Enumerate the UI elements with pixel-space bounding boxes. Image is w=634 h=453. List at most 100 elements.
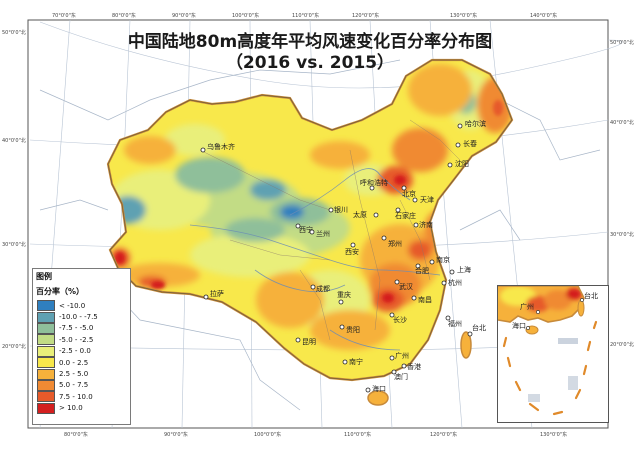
city-taipei: 台北 bbox=[467, 323, 486, 337]
city-hongkong: 香港 bbox=[401, 362, 421, 371]
neighbor-borders bbox=[39, 59, 601, 411]
map-title-line2: （2016 vs. 2015） bbox=[225, 53, 395, 73]
svg-text:济南: 济南 bbox=[419, 220, 433, 229]
city-lhasa: 拉萨 bbox=[203, 289, 224, 300]
svg-text:西宁: 西宁 bbox=[299, 225, 313, 234]
svg-text:120°0'0"东: 120°0'0"东 bbox=[352, 12, 379, 19]
svg-text:110°0'0"东: 110°0'0"东 bbox=[344, 431, 371, 438]
svg-text:拉萨: 拉萨 bbox=[210, 289, 224, 298]
city-lanzhou: 兰州 bbox=[309, 229, 330, 238]
legend-swatch bbox=[37, 345, 55, 357]
legend-swatch bbox=[37, 357, 55, 369]
inset-label-taipei: 台北 bbox=[584, 291, 598, 300]
legend-item: < -10.0 bbox=[37, 300, 130, 312]
legend-item: 0.0 - 2.5 bbox=[37, 357, 130, 369]
legend-swatch bbox=[37, 391, 55, 403]
svg-text:石家庄: 石家庄 bbox=[395, 211, 416, 220]
svg-text:台北: 台北 bbox=[472, 323, 486, 332]
svg-text:上海: 上海 bbox=[457, 265, 471, 274]
svg-text:长春: 长春 bbox=[463, 139, 477, 148]
inset-label-haikou: 海口 bbox=[512, 321, 526, 330]
city-beijing: 北京 bbox=[401, 185, 416, 198]
legend-item: -7.5 - -5.0 bbox=[37, 322, 130, 334]
city-guiyang: 贵阳 bbox=[339, 324, 360, 334]
svg-text:郑州: 郑州 bbox=[388, 240, 402, 248]
city-shanghai: 上海 bbox=[449, 265, 471, 275]
svg-text:合肥: 合肥 bbox=[415, 266, 429, 275]
legend: 图例 百分率（%） < -10.0 -10.0 - -7.5 -7.5 - -5… bbox=[32, 268, 131, 425]
svg-text:40°0'0"北: 40°0'0"北 bbox=[2, 137, 26, 144]
svg-text:20°0'0"北: 20°0'0"北 bbox=[2, 343, 26, 350]
legend-swatch bbox=[37, 300, 55, 312]
city-tianjin: 天津 bbox=[412, 196, 434, 204]
city-chengdu: 成都 bbox=[310, 284, 330, 293]
svg-text:澳门: 澳门 bbox=[394, 372, 408, 381]
svg-text:哈尔滨: 哈尔滨 bbox=[465, 119, 486, 128]
svg-text:福州: 福州 bbox=[448, 319, 462, 328]
city-changchun: 长春 bbox=[455, 139, 477, 148]
svg-text:70°0'0"东: 70°0'0"东 bbox=[52, 12, 76, 19]
city-zhengzhou: 郑州 bbox=[381, 235, 402, 248]
svg-text:140°0'0"东: 140°0'0"东 bbox=[530, 12, 557, 19]
legend-item: -2.5 - 0.0 bbox=[37, 345, 130, 357]
legend-swatch bbox=[37, 311, 55, 323]
city-taiyuan: 太原 bbox=[353, 210, 379, 219]
hainan-island bbox=[367, 390, 389, 406]
city-shenyang: 沈阳 bbox=[447, 159, 469, 168]
svg-text:130°0'0"东: 130°0'0"东 bbox=[450, 12, 477, 19]
city-urumqi: 乌鲁木齐 bbox=[200, 142, 235, 153]
inset-islands bbox=[528, 338, 578, 402]
svg-text:100°0'0"东: 100°0'0"东 bbox=[254, 431, 281, 438]
svg-text:天津: 天津 bbox=[420, 196, 434, 204]
legend-item: 7.5 - 10.0 bbox=[37, 391, 130, 403]
city-kunming: 昆明 bbox=[295, 337, 316, 346]
svg-text:银川: 银川 bbox=[334, 205, 348, 214]
legend-swatch bbox=[37, 322, 55, 334]
city-nanning: 南宁 bbox=[342, 357, 363, 366]
svg-text:90°0'0"东: 90°0'0"东 bbox=[172, 12, 196, 19]
svg-text:太原: 太原 bbox=[353, 210, 367, 219]
city-chongqing: 重庆 bbox=[337, 290, 351, 305]
svg-text:兰州: 兰州 bbox=[316, 229, 330, 238]
legend-swatch bbox=[37, 368, 55, 380]
legend-item: -5.0 - -2.5 bbox=[37, 334, 130, 346]
svg-text:成都: 成都 bbox=[316, 284, 330, 293]
south-china-sea-inset: 广州 台北 海口 bbox=[497, 285, 609, 423]
svg-text:80°0'0"东: 80°0'0"东 bbox=[64, 431, 88, 438]
city-nanjing: 南京 bbox=[429, 255, 450, 265]
svg-text:50°0'0"北: 50°0'0"北 bbox=[610, 39, 634, 46]
svg-text:重庆: 重庆 bbox=[337, 290, 351, 299]
svg-text:80°0'0"东: 80°0'0"东 bbox=[112, 12, 136, 19]
svg-text:100°0'0"东: 100°0'0"东 bbox=[232, 12, 259, 19]
legend-item: 5.0 - 7.5 bbox=[37, 379, 130, 391]
city-xian: 西安 bbox=[345, 242, 359, 256]
city-shijiazhuang: 石家庄 bbox=[395, 207, 416, 220]
legend-item: 2.5 - 5.0 bbox=[37, 368, 130, 380]
city-macau: 澳门 bbox=[391, 369, 408, 381]
graticule-labels: 70°0'0"东 80°0'0"东 90°0'0"东 100°0'0"东 110… bbox=[2, 12, 634, 438]
city-changsha: 长沙 bbox=[389, 312, 407, 324]
legend-title: 图例 bbox=[36, 272, 52, 281]
map-title: 中国陆地80m高度年平均风速变化百分率分布图 （2016 vs. 2015） bbox=[90, 32, 530, 74]
svg-text:北京: 北京 bbox=[402, 189, 416, 198]
svg-text:110°0'0"东: 110°0'0"东 bbox=[292, 12, 319, 19]
svg-text:30°0'0"北: 30°0'0"北 bbox=[610, 231, 634, 238]
svg-text:130°0'0"东: 130°0'0"东 bbox=[540, 431, 567, 438]
city-hefei: 合肥 bbox=[415, 263, 429, 275]
legend-item: > 10.0 bbox=[37, 402, 130, 414]
svg-text:呼和浩特: 呼和浩特 bbox=[360, 178, 388, 187]
city-markers: 乌鲁木齐 哈尔滨 长春 沈阳 呼和浩特 北京 天津 银川 太原 石家庄 济南 西… bbox=[200, 119, 486, 393]
svg-text:40°0'0"北: 40°0'0"北 bbox=[610, 119, 634, 126]
nine-dash-line bbox=[502, 320, 598, 416]
inset-label-guangzhou: 广州 bbox=[520, 302, 534, 311]
city-hohhot: 呼和浩特 bbox=[360, 178, 388, 191]
svg-text:昆明: 昆明 bbox=[302, 338, 316, 346]
legend-swatch bbox=[37, 379, 55, 391]
svg-text:香港: 香港 bbox=[407, 362, 421, 371]
svg-text:20°0'0"北: 20°0'0"北 bbox=[610, 341, 634, 348]
legend-swatch bbox=[37, 402, 55, 414]
svg-text:广州: 广州 bbox=[395, 351, 409, 360]
map-title-line1: 中国陆地80m高度年平均风速变化百分率分布图 bbox=[127, 32, 493, 52]
